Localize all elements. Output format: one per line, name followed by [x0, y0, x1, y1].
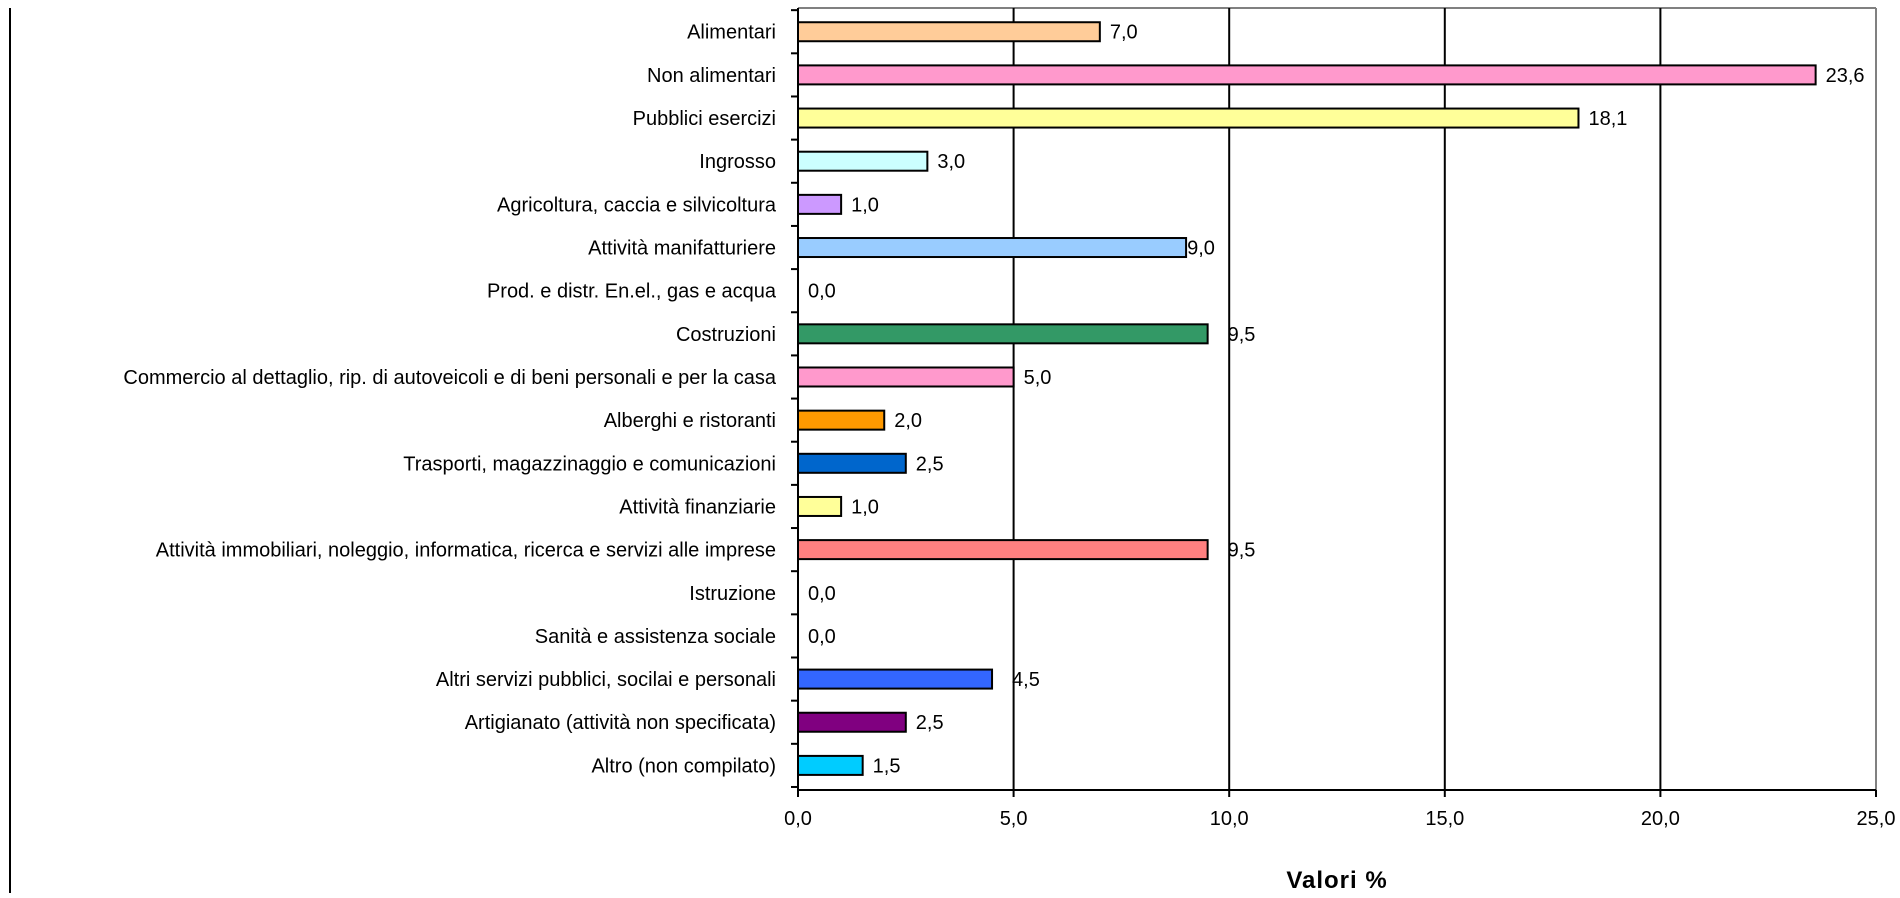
- category-label: Ingrosso: [699, 151, 776, 173]
- value-label: 0,0: [808, 626, 836, 648]
- bar: [797, 193, 843, 215]
- bar: [797, 107, 1580, 129]
- category-label: Prod. e distr. En.el., gas e acqua: [487, 281, 777, 303]
- bar: [797, 237, 1188, 259]
- category-label: Altri servizi pubblici, socilai e person…: [436, 669, 776, 691]
- x-tick-label: 15,0: [1425, 808, 1464, 830]
- value-label: 0,0: [808, 281, 836, 303]
- grid-layer: [798, 7, 1877, 790]
- bar: [797, 366, 1015, 388]
- category-label: Altro (non compilato): [591, 755, 776, 777]
- category-label: Attività immobiliari, noleggio, informat…: [156, 540, 776, 562]
- bar: [797, 452, 907, 474]
- value-label: 1,0: [851, 194, 879, 216]
- category-label: Artigianato (attività non specificata): [465, 712, 776, 734]
- category-label: Non alimentari: [647, 65, 776, 87]
- category-label: Istruzione: [689, 583, 776, 605]
- x-tick-label: 25,0: [1857, 808, 1896, 830]
- category-label: Alberghi e ristoranti: [604, 410, 776, 432]
- category-label: Attività finanziarie: [619, 496, 776, 518]
- bar: [797, 323, 1209, 345]
- value-label: 9,0: [1187, 238, 1215, 260]
- category-label: Attività manifatturiere: [588, 238, 776, 260]
- value-label: 9,5: [1228, 540, 1256, 562]
- axis-layer: [9, 8, 1877, 893]
- bar: [797, 539, 1209, 561]
- value-label: 23,6: [1826, 65, 1865, 87]
- value-label: 1,0: [851, 496, 879, 518]
- value-label: 5,0: [1024, 367, 1052, 389]
- category-label: Pubblici esercizi: [633, 108, 776, 130]
- value-label: 3,0: [937, 151, 965, 173]
- category-label: Trasporti, magazzinaggio e comunicazioni: [403, 453, 776, 475]
- value-label: 2,5: [916, 712, 944, 734]
- bar: [797, 21, 1101, 43]
- value-label: 4,5: [1012, 669, 1040, 691]
- bar: [797, 495, 843, 517]
- category-label: Agricoltura, caccia e silvicoltura: [497, 194, 777, 216]
- bar: [797, 711, 907, 733]
- x-tick-label: 0,0: [784, 808, 812, 830]
- bar: [797, 409, 886, 431]
- labels-layer: 0,0 5,0 10,0 15,0 20,0 25,0 Alimentari 7,0 Non a…: [123, 22, 1895, 830]
- category-label: Sanità e assistenza sociale: [535, 626, 776, 648]
- value-label: 18,1: [1588, 108, 1627, 130]
- value-label: 9,5: [1228, 324, 1256, 346]
- bar: [797, 64, 1817, 86]
- category-label: Alimentari: [687, 22, 776, 44]
- category-label: Costruzioni: [676, 324, 776, 346]
- value-label: 2,0: [894, 410, 922, 432]
- value-label: 7,0: [1110, 22, 1138, 44]
- value-label: 0,0: [808, 583, 836, 605]
- category-label: Commercio al dettaglio, rip. di autoveic…: [123, 367, 776, 389]
- x-tick-label: 10,0: [1210, 808, 1249, 830]
- bar: [797, 754, 864, 776]
- x-tick-label: 20,0: [1641, 808, 1680, 830]
- bar: [797, 668, 994, 690]
- bars-layer: [797, 21, 1817, 776]
- x-tick-label: 5,0: [1000, 808, 1028, 830]
- value-label: 2,5: [916, 453, 944, 475]
- bar: [797, 150, 929, 172]
- value-label: 1,5: [873, 755, 901, 777]
- x-axis-title: Valori %: [1286, 867, 1387, 893]
